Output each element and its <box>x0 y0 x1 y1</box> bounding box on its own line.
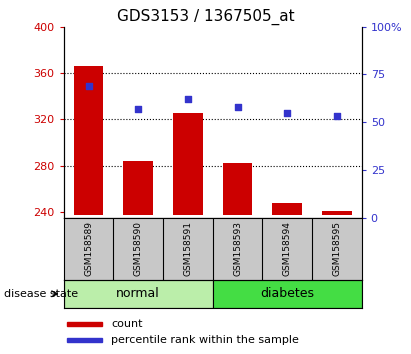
Bar <box>322 211 352 215</box>
Bar <box>64 280 213 308</box>
Text: GSM158595: GSM158595 <box>332 221 342 276</box>
Text: GSM158590: GSM158590 <box>134 221 143 276</box>
Text: GSM158591: GSM158591 <box>183 221 192 276</box>
Point <box>234 104 241 110</box>
Text: count: count <box>111 319 143 329</box>
Bar <box>173 113 203 215</box>
Point <box>135 106 141 112</box>
Text: diabetes: diabetes <box>260 287 314 300</box>
Point <box>85 83 92 88</box>
Text: percentile rank within the sample: percentile rank within the sample <box>111 335 299 345</box>
Point <box>185 96 191 102</box>
Text: GSM158589: GSM158589 <box>84 221 93 276</box>
Point <box>284 110 291 115</box>
Bar <box>272 202 302 215</box>
Text: GDS3153 / 1367505_at: GDS3153 / 1367505_at <box>117 9 294 25</box>
Bar <box>67 322 102 326</box>
Bar <box>213 280 362 308</box>
Text: normal: normal <box>116 287 160 300</box>
Text: GSM158593: GSM158593 <box>233 221 242 276</box>
Bar <box>223 163 252 215</box>
Point <box>334 114 340 119</box>
Bar <box>67 338 102 342</box>
Text: disease state: disease state <box>4 289 78 299</box>
Text: GSM158594: GSM158594 <box>283 221 292 276</box>
Bar <box>74 66 104 215</box>
Bar <box>123 161 153 215</box>
